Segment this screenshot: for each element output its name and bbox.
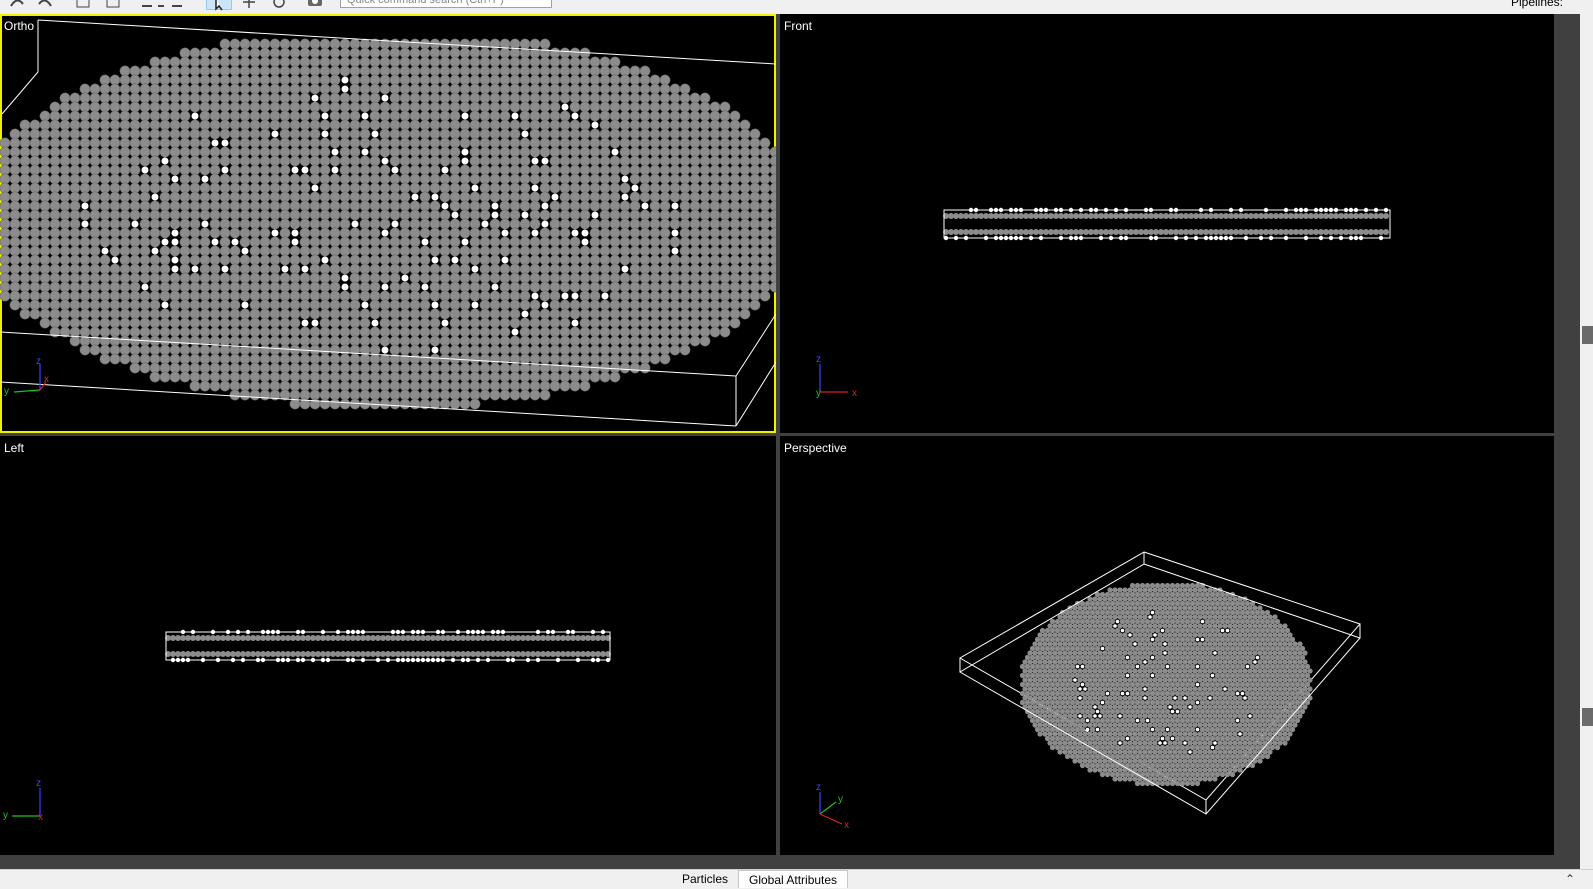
left-particles xyxy=(165,630,611,662)
main-toolbar: Quick command search (Ctrl+P) Pipelines: xyxy=(0,0,1593,14)
side-panel-edge xyxy=(1580,14,1593,869)
render-icon[interactable] xyxy=(142,0,160,10)
left-scene xyxy=(0,436,776,855)
left-axis-label-z: z xyxy=(36,778,41,789)
left-axis-label-y: y xyxy=(3,810,8,821)
front-axis-label-y: y xyxy=(816,388,821,399)
new-icon[interactable] xyxy=(74,0,92,10)
data-inspector-tabbar: Particles Global Attributes ⌃ xyxy=(0,869,1593,887)
front-axis-label-z: z xyxy=(816,354,821,365)
ortho-axis-label-y: y xyxy=(4,386,9,397)
pipelines-label: Pipelines: xyxy=(1511,0,1563,9)
front-particles xyxy=(943,208,1389,240)
viewport-caption-perspective[interactable]: Perspective xyxy=(784,441,847,455)
quick-command-search-input[interactable]: Quick command search (Ctrl+P) xyxy=(340,0,552,8)
camera-icon[interactable] xyxy=(306,0,324,10)
viewport-perspective[interactable]: z y x Perspective xyxy=(780,436,1554,855)
orbit-mode-icon[interactable] xyxy=(270,0,288,10)
perspective-scene xyxy=(780,436,1554,855)
ortho-axis-label-x: x xyxy=(44,374,49,385)
select-mode-icon[interactable] xyxy=(206,0,232,10)
viewport-left[interactable]: z y x Left xyxy=(0,436,776,855)
ortho-scene xyxy=(0,14,776,433)
side-panel-scrollbar-thumb-lower[interactable] xyxy=(1582,708,1593,726)
tab-particles[interactable]: Particles xyxy=(672,870,738,888)
left-axis-tripod xyxy=(12,788,40,816)
viewport-caption-front[interactable]: Front xyxy=(784,19,812,33)
viewport-caption-ortho[interactable]: Ortho xyxy=(4,19,34,33)
expand-inspector-icon[interactable]: ⌃ xyxy=(1565,870,1575,888)
perspective-axis-label-x: x xyxy=(844,820,849,831)
undo-icon[interactable] xyxy=(8,0,26,10)
left-axis-label-x: x xyxy=(38,812,43,823)
side-panel-scrollbar-thumb[interactable] xyxy=(1582,326,1593,344)
perspective-particles xyxy=(1020,583,1313,786)
ortho-axis-label-z: z xyxy=(36,356,41,367)
viewport-area: z y x Ortho z y x Front z y x xyxy=(0,14,1580,869)
open-icon[interactable] xyxy=(104,0,122,10)
pan-mode-icon[interactable] xyxy=(240,0,258,10)
viewport-front[interactable]: z y x Front xyxy=(780,14,1554,433)
ortho-axis-tripod xyxy=(14,364,46,392)
tab-global-attributes[interactable]: Global Attributes xyxy=(738,870,848,888)
front-axis-label-x: x xyxy=(852,388,857,399)
viewport-caption-left[interactable]: Left xyxy=(4,441,24,455)
perspective-axis-label-z: z xyxy=(816,782,821,793)
ortho-particles xyxy=(0,39,776,409)
perspective-axis-label-y: y xyxy=(838,794,843,805)
front-axis-tripod xyxy=(820,364,848,392)
front-scene xyxy=(780,14,1554,433)
viewport-ortho[interactable]: z y x Ortho xyxy=(0,14,776,433)
redo-icon[interactable] xyxy=(36,0,54,10)
